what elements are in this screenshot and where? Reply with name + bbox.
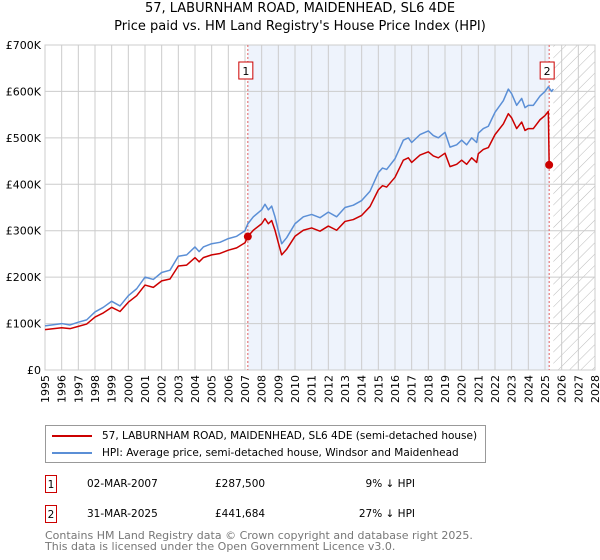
plot-frame	[44, 44, 596, 371]
y-tick-label: £200K	[6, 271, 42, 284]
chart-title: 57, LABURNHAM ROAD, MAIDENHEAD, SL6 4DE …	[0, 0, 600, 36]
legend-label: HPI: Average price, semi-detached house,…	[102, 447, 459, 459]
x-tick-label: 2020	[456, 375, 469, 403]
x-tick-label: 2016	[389, 375, 402, 403]
sale-label-box	[238, 61, 254, 80]
sale-price: £287,500	[215, 478, 266, 490]
sale-hpi-diff: 9% ↓ HPI	[365, 478, 415, 490]
x-tick-label: 2017	[406, 375, 419, 403]
x-tick-label: 2012	[322, 375, 335, 403]
sale-price: £441,684	[215, 508, 266, 520]
footer-line1: Contains HM Land Registry data © Crown c…	[45, 529, 473, 542]
x-tick-label: 1996	[56, 375, 69, 403]
x-tick-label: 2013	[339, 375, 352, 403]
price-chart: 1 2 1995 1996 1997 1998 1999 2000 2001 2002 2003 20…	[6, 39, 600, 403]
y-tick-label: £700K	[6, 39, 42, 52]
sale-point	[243, 232, 252, 241]
sale-badge: 1	[45, 475, 57, 493]
x-tick-label: 2022	[489, 375, 502, 403]
x-tick-label: 2009	[272, 375, 285, 403]
x-tick-label: 2025	[539, 375, 552, 403]
sale-badge: 2	[45, 505, 57, 523]
hpi-line	[44, 86, 554, 327]
x-tick-label: 1997	[72, 375, 85, 403]
sale-label: 1	[242, 65, 249, 78]
x-tick-label: 2008	[256, 375, 269, 403]
x-tick-label: 2024	[522, 375, 535, 403]
x-tick-label: 2002	[156, 375, 169, 403]
sale-row: 2 31-MAR-2025 £441,684 27% ↓ HPI	[45, 505, 445, 525]
footer-line2: This data is licensed under the Open Gov…	[45, 540, 396, 553]
x-tick-label: 2010	[289, 375, 302, 403]
x-tick-label: 2023	[506, 375, 519, 403]
x-tick-label: 2005	[206, 375, 219, 403]
y-tick-label: £500K	[6, 132, 42, 145]
x-tick-label: 1999	[106, 375, 119, 403]
shaded-period	[247, 45, 550, 370]
footer: Contains HM Land Registry data © Crown c…	[45, 530, 473, 552]
forecast-hatch	[553, 45, 595, 370]
x-tick-label: 2003	[172, 375, 185, 403]
sale-date: 31-MAR-2025	[87, 508, 158, 520]
sale-date: 02-MAR-2007	[87, 478, 158, 490]
sale-label: 2	[544, 65, 551, 78]
y-tick-label: £300K	[6, 225, 42, 238]
y-tick-label: £600K	[6, 85, 42, 98]
x-tick-label: 2014	[356, 375, 369, 403]
x-tick-label: 1998	[89, 375, 102, 403]
sale-row: 1 02-MAR-2007 £287,500 9% ↓ HPI	[45, 475, 445, 495]
sale-hpi-diff: 27% ↓ HPI	[358, 508, 415, 520]
x-tick-label: 2018	[422, 375, 435, 403]
x-tick-label: 2006	[222, 375, 235, 403]
x-tick-label: 2021	[472, 375, 485, 403]
y-tick-label: £400K	[6, 178, 42, 191]
x-tick-label: 1995	[39, 375, 52, 403]
sale-point	[545, 160, 554, 169]
x-tick-label: 2026	[556, 375, 569, 403]
x-tick-label: 2015	[372, 375, 385, 403]
legend-label: 57, LABURNHAM ROAD, MAIDENHEAD, SL6 4DE …	[102, 430, 478, 442]
y-tick-label: £0	[27, 364, 41, 377]
x-tick-label: 2011	[306, 375, 319, 403]
legend-item-hpi: HPI: Average price, semi-detached house,…	[52, 445, 459, 461]
legend-item-property: 57, LABURNHAM ROAD, MAIDENHEAD, SL6 4DE …	[52, 428, 477, 444]
sale-label-box	[539, 61, 555, 80]
legend-swatch-blue	[52, 452, 92, 454]
legend: 57, LABURNHAM ROAD, MAIDENHEAD, SL6 4DE …	[45, 425, 486, 463]
x-tick-label: 2027	[572, 375, 585, 403]
legend-swatch-red	[52, 435, 92, 437]
y-tick-label: £100K	[6, 318, 42, 331]
chart-title-line1: 57, LABURNHAM ROAD, MAIDENHEAD, SL6 4DE	[144, 1, 456, 16]
x-tick-label: 2004	[189, 375, 202, 403]
x-tick-label: 2007	[239, 375, 252, 403]
x-tick-label: 2001	[139, 375, 152, 403]
price-paid-line	[44, 110, 550, 331]
x-tick-label: 2028	[589, 375, 600, 403]
chart-subtitle: Price paid vs. HM Land Registry's House …	[114, 19, 486, 34]
x-tick-label: 2000	[122, 375, 135, 403]
x-tick-label: 2019	[439, 375, 452, 403]
